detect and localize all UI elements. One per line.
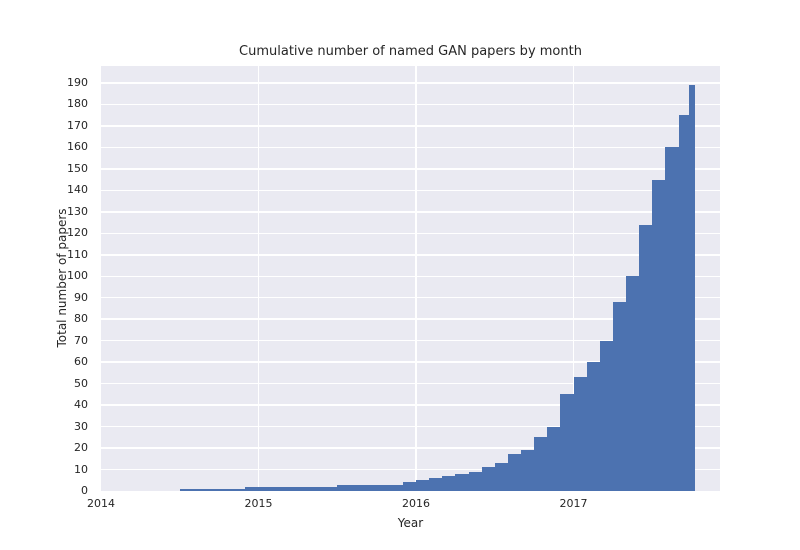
gridline-horizontal — [101, 146, 720, 149]
gridline-horizontal — [101, 232, 720, 235]
bar-2015-05 — [311, 486, 325, 491]
y-tick-label: 180 — [67, 97, 88, 111]
gridline-horizontal — [101, 82, 720, 84]
bar-2017-10 — [688, 85, 696, 491]
bar-2017-03 — [599, 340, 613, 491]
y-tick-label: 0 — [81, 484, 88, 497]
gridline-horizontal — [101, 275, 720, 277]
gridline-horizontal — [101, 382, 720, 385]
bar-2015-08 — [350, 484, 364, 491]
y-tick-label: 20 — [74, 441, 88, 455]
bar-2014-11 — [232, 488, 246, 491]
gridline-horizontal — [101, 211, 720, 213]
bar-2016-03 — [442, 475, 456, 491]
bar-2015-02 — [271, 486, 285, 491]
bar-2014-07 — [179, 488, 193, 491]
bar-2016-11 — [547, 426, 561, 491]
chart-title: Cumulative number of named GAN papers by… — [239, 44, 582, 59]
y-tick-label: 130 — [67, 204, 88, 218]
bar-2016-06 — [481, 467, 495, 491]
bar-2016-04 — [455, 473, 469, 491]
bar-2016-08 — [507, 454, 521, 491]
gridline-horizontal — [101, 296, 720, 299]
bar-2016-09 — [521, 450, 535, 491]
y-tick-label: 170 — [67, 118, 88, 132]
y-tick-label: 100 — [67, 269, 88, 283]
bar-2016-07 — [494, 463, 508, 491]
y-tick-label: 150 — [67, 161, 88, 175]
gridline-horizontal — [101, 404, 720, 406]
gridline-vertical — [572, 66, 575, 491]
bar-2015-01 — [258, 486, 272, 491]
bar-2015-10 — [376, 484, 390, 491]
bar-2017-01 — [573, 377, 587, 491]
bar-2015-03 — [284, 486, 298, 491]
bar-2015-12 — [402, 482, 416, 491]
bar-2017-09 — [678, 115, 692, 491]
bar-2017-05 — [626, 276, 640, 491]
x-tick-label: 2015 — [244, 497, 273, 510]
bar-2015-11 — [389, 484, 403, 491]
bar-2014-08 — [192, 488, 206, 491]
bar-2014-09 — [206, 488, 220, 491]
gridline-horizontal — [101, 168, 720, 170]
bar-2015-06 — [324, 486, 338, 491]
y-tick-label: 110 — [67, 247, 88, 261]
gridline-horizontal — [101, 318, 720, 320]
bar-2017-04 — [612, 302, 626, 491]
gridline-horizontal — [101, 125, 720, 127]
y-tick-label: 90 — [74, 290, 88, 304]
bar-2017-08 — [665, 147, 679, 491]
gridline-horizontal — [101, 361, 720, 363]
gridline-vertical — [257, 66, 260, 491]
bar-2016-10 — [534, 437, 548, 491]
bar-2017-07 — [652, 179, 666, 491]
y-tick-label: 190 — [67, 76, 88, 89]
y-tick-label: 30 — [74, 419, 88, 433]
bar-2017-06 — [639, 224, 653, 491]
y-tick-label: 120 — [67, 226, 88, 240]
bar-2016-01 — [416, 480, 430, 491]
gridline-horizontal — [101, 339, 720, 342]
bar-2015-07 — [337, 484, 351, 491]
gridline-horizontal — [101, 447, 720, 449]
bar-2016-05 — [468, 471, 482, 491]
y-tick-label: 40 — [74, 398, 88, 412]
y-tick-label: 10 — [74, 462, 88, 476]
plot-area — [101, 66, 720, 491]
gridline-horizontal — [101, 254, 720, 256]
bar-2016-12 — [560, 394, 574, 491]
gridline-vertical — [415, 66, 417, 491]
bar-2015-04 — [297, 486, 311, 491]
x-tick-label: 2016 — [402, 497, 430, 510]
y-tick-label: 60 — [74, 355, 88, 369]
y-tick-label: 70 — [74, 333, 88, 347]
bar-2014-12 — [245, 486, 259, 491]
bar-2015-09 — [363, 484, 377, 491]
bar-2017-02 — [586, 362, 600, 491]
y-tick-label: 50 — [74, 376, 88, 390]
x-tick-label: 2014 — [87, 497, 115, 510]
gridline-horizontal — [101, 468, 720, 471]
bar-2014-10 — [219, 488, 233, 491]
x-tick-label: 2017 — [559, 497, 588, 510]
y-tick-label: 140 — [67, 183, 88, 197]
y-tick-label: 160 — [67, 140, 88, 154]
gridline-horizontal — [101, 103, 720, 106]
gridline-horizontal — [101, 189, 720, 192]
y-axis-label: Total number of papers — [55, 208, 69, 348]
x-axis-label: Year — [397, 516, 424, 530]
y-tick-label: 80 — [74, 312, 88, 326]
gridline-horizontal — [101, 425, 720, 428]
bar-2016-02 — [429, 478, 443, 491]
